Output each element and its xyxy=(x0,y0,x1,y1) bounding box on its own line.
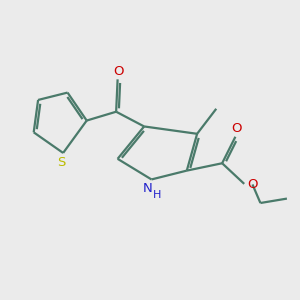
Text: O: O xyxy=(247,178,257,191)
Text: S: S xyxy=(58,156,66,169)
Text: H: H xyxy=(153,190,161,200)
Text: O: O xyxy=(231,122,242,135)
Text: N: N xyxy=(143,182,153,195)
Text: O: O xyxy=(113,65,124,78)
